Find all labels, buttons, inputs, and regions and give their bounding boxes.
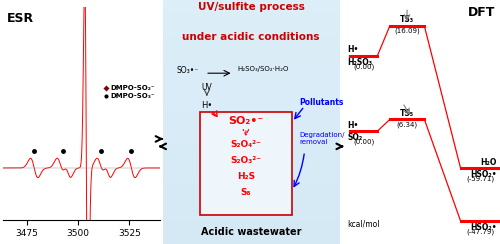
Text: Acidic wastewater: Acidic wastewater [201, 227, 302, 237]
Text: TS₃: TS₃ [400, 15, 414, 24]
Text: kcal/mol: kcal/mol [347, 220, 380, 229]
Bar [162, 159, 340, 171]
Legend: DMPO-SO₂⁻, DMPO-SO₃⁻: DMPO-SO₂⁻, DMPO-SO₃⁻ [100, 82, 158, 102]
Bar [162, 134, 340, 146]
FancyBboxPatch shape [200, 112, 292, 215]
Bar [162, 37, 340, 49]
Bar [162, 73, 340, 85]
Text: (0.00): (0.00) [353, 139, 374, 145]
Bar [162, 24, 340, 37]
Text: H•: H• [347, 121, 358, 130]
Bar [162, 98, 340, 110]
Text: SO₂: SO₂ [347, 133, 362, 142]
Text: ESR: ESR [7, 11, 34, 25]
Text: (6.34): (6.34) [396, 121, 417, 128]
Bar [162, 220, 340, 232]
Bar [162, 49, 340, 61]
Bar [162, 110, 340, 122]
Bar [162, 171, 340, 183]
Bar [162, 85, 340, 98]
Text: under acidic conditions: under acidic conditions [182, 32, 320, 42]
Bar [162, 232, 340, 244]
Bar [162, 122, 340, 134]
Bar [162, 12, 340, 24]
Text: UV: UV [202, 83, 212, 92]
Text: HSO₂•: HSO₂• [470, 223, 497, 232]
Text: SO₃•⁻: SO₃•⁻ [176, 66, 199, 75]
FancyBboxPatch shape [162, 0, 340, 244]
Bar [162, 0, 340, 12]
Text: H•: H• [201, 101, 212, 110]
Text: H•: H• [347, 45, 358, 54]
Text: S₈: S₈ [240, 188, 251, 197]
Text: H₂O: H₂O [480, 157, 497, 166]
Bar [162, 61, 340, 73]
Text: (0.00): (0.00) [353, 64, 374, 70]
Text: H₂SO₃/SO₂·H₂O: H₂SO₃/SO₂·H₂O [237, 66, 288, 72]
Text: UV/sulfite process: UV/sulfite process [198, 2, 304, 12]
Text: (-47.79): (-47.79) [466, 229, 494, 235]
Text: H₂SO₃: H₂SO₃ [347, 58, 372, 67]
Text: (-59.71): (-59.71) [466, 176, 494, 182]
Text: (16.09): (16.09) [394, 28, 420, 34]
Bar [162, 195, 340, 207]
Text: H₂S: H₂S [237, 172, 255, 181]
Text: SO₂•⁻: SO₂•⁻ [228, 116, 264, 126]
Text: S₂O₄²⁻: S₂O₄²⁻ [230, 140, 262, 149]
Text: DFT: DFT [468, 6, 495, 19]
Text: Degradation/
removal: Degradation/ removal [299, 132, 344, 145]
Bar [162, 146, 340, 159]
Text: S₂O₃²⁻: S₂O₃²⁻ [230, 156, 262, 165]
Bar [162, 207, 340, 220]
Text: HSO₂•: HSO₂• [470, 170, 497, 179]
Bar [162, 183, 340, 195]
Text: TS₅: TS₅ [400, 109, 414, 118]
Text: Pollutants: Pollutants [299, 98, 344, 107]
